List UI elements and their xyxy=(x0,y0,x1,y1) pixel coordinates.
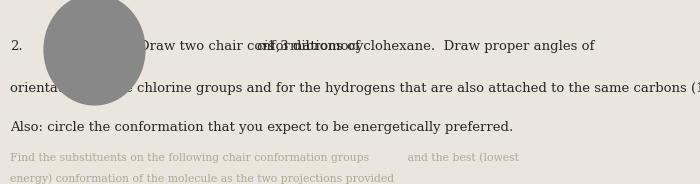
Text: Also: circle the conformation that you expect to be energetically preferred.: Also: circle the conformation that you e… xyxy=(10,121,514,134)
Text: -1,3 dibromocyclohexane.  Draw proper angles of: -1,3 dibromocyclohexane. Draw proper ang… xyxy=(263,40,594,54)
Text: Draw two chair conformations of: Draw two chair conformations of xyxy=(139,40,364,54)
Text: orientation for the chlorine groups and for the hydrogens that are also attached: orientation for the chlorine groups and … xyxy=(10,82,700,95)
Text: Find the substituents on the following chair conformation groups           and t: Find the substituents on the following c… xyxy=(10,153,519,163)
Text: 2.: 2. xyxy=(10,40,23,54)
Text: cis: cis xyxy=(256,40,274,54)
Ellipse shape xyxy=(44,0,145,105)
Text: energy) conformation of the molecule as the two projections provided: energy) conformation of the molecule as … xyxy=(10,174,395,184)
